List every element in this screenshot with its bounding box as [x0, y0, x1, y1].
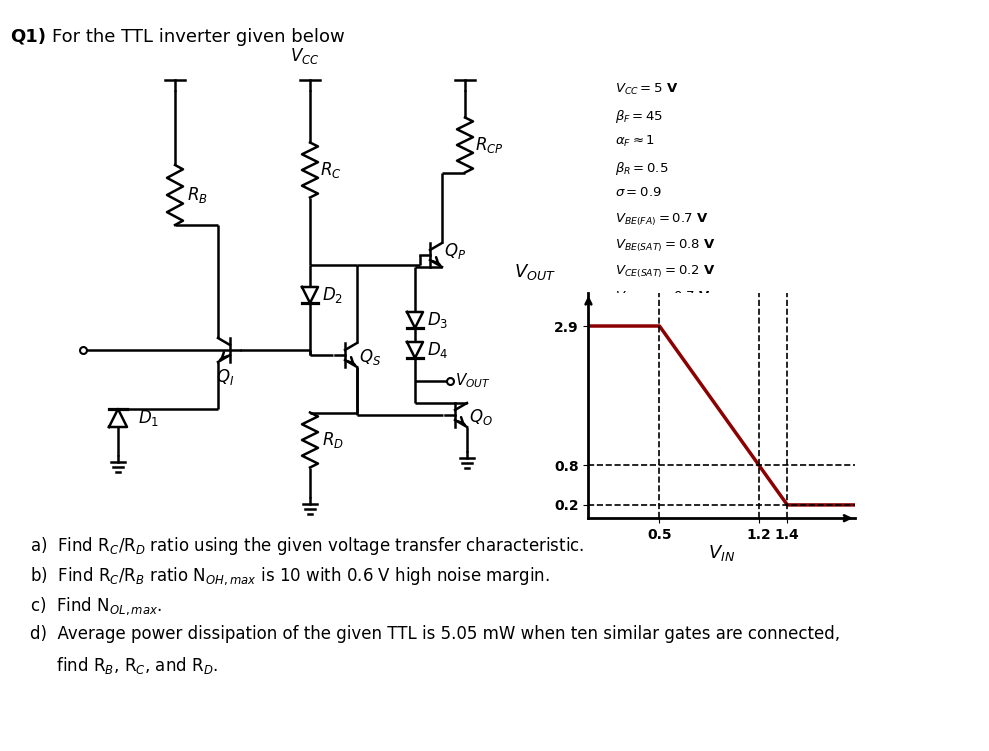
Text: $\sigma = 0.9$: $\sigma = 0.9$ — [615, 186, 662, 199]
Text: $V_D = 0.7$ V: $V_D = 0.7$ V — [615, 316, 684, 331]
Text: c)  Find N$_{OL,max}$.: c) Find N$_{OL,max}$. — [30, 595, 162, 617]
Text: Q1): Q1) — [10, 28, 46, 46]
Text: $R_D$: $R_D$ — [322, 430, 344, 450]
Text: $\alpha_F \approx 1$: $\alpha_F \approx 1$ — [615, 134, 655, 149]
Text: $Q_P$: $Q_P$ — [444, 241, 466, 261]
Text: $V_{CC}$: $V_{CC}$ — [290, 46, 319, 66]
Text: $\beta_F = 45$: $\beta_F = 45$ — [615, 108, 664, 125]
X-axis label: $V_{IN}$: $V_{IN}$ — [708, 543, 736, 563]
Text: $D_4$: $D_4$ — [427, 340, 448, 360]
Text: $R_B$: $R_B$ — [187, 185, 208, 205]
Text: d)  Average power dissipation of the given TTL is 5.05 mW when ten similar gates: d) Average power dissipation of the give… — [30, 625, 840, 643]
Text: $D_1$: $D_1$ — [138, 408, 159, 428]
Text: $V_{BE(FA)} = 0.7$ V: $V_{BE(FA)} = 0.7$ V — [615, 212, 709, 228]
Text: $D_3$: $D_3$ — [427, 310, 448, 330]
Text: find R$_B$, R$_C$, and R$_D$.: find R$_B$, R$_C$, and R$_D$. — [30, 655, 219, 676]
Text: $R_C$: $R_C$ — [320, 160, 341, 180]
Text: $D_2$: $D_2$ — [322, 285, 343, 305]
Text: $R_{CP}$: $R_{CP}$ — [475, 135, 503, 155]
Text: $Q_O$: $Q_O$ — [469, 407, 493, 427]
Text: $V_{BE(SAT)} = 0.8$ V: $V_{BE(SAT)} = 0.8$ V — [615, 238, 715, 255]
Text: a)  Find R$_C$/R$_D$ ratio using the given voltage transfer characteristic.: a) Find R$_C$/R$_D$ ratio using the give… — [30, 535, 584, 557]
Text: $V_{BC(RA)} = 0.7$ V: $V_{BC(RA)} = 0.7$ V — [615, 290, 710, 306]
Text: $Q_I$: $Q_I$ — [216, 367, 234, 387]
Text: $V_{OUT}$: $V_{OUT}$ — [455, 371, 491, 390]
Text: $Q_S$: $Q_S$ — [359, 347, 381, 367]
Text: $V_{CE(SAT)} = 0.2$ V: $V_{CE(SAT)} = 0.2$ V — [615, 264, 715, 280]
Y-axis label: $V_{OUT}$: $V_{OUT}$ — [514, 261, 556, 282]
Text: b)  Find R$_C$/R$_B$ ratio N$_{OH,max}$ is 10 with 0.6 V high noise margin.: b) Find R$_C$/R$_B$ ratio N$_{OH,max}$ i… — [30, 565, 550, 587]
Text: For the TTL inverter given below: For the TTL inverter given below — [52, 28, 345, 46]
Text: $V_{CC} = 5$ V: $V_{CC} = 5$ V — [615, 82, 678, 97]
Text: $\beta_R = 0.5$: $\beta_R = 0.5$ — [615, 160, 669, 177]
